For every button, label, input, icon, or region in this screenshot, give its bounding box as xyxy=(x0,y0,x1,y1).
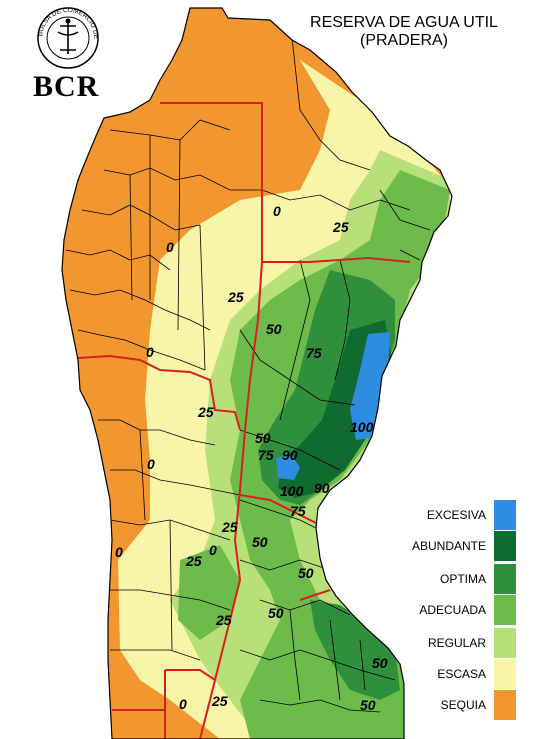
contour-label: 25 xyxy=(332,219,349,235)
legend-label: REGULAR xyxy=(427,636,486,650)
contour-label: 0 xyxy=(273,203,281,219)
province-outline xyxy=(61,7,453,739)
legend-item-abundante: ABUNDANTE xyxy=(400,531,528,561)
legend-label: EXCESIVA xyxy=(426,508,486,522)
legend-label: ABUNDANTE xyxy=(411,539,486,553)
bcr-logo-text: BCR xyxy=(33,70,100,103)
legend-item-sequia: SEQUIA xyxy=(400,690,528,720)
contour-label: 0 xyxy=(209,542,217,558)
contour-label: 50 xyxy=(360,697,376,713)
contour-label: 90 xyxy=(314,480,330,496)
contour-label: 25 xyxy=(197,404,214,420)
contour-label: 75 xyxy=(306,345,322,361)
zone-excesiva xyxy=(350,332,390,440)
zone-excesiva-small xyxy=(276,455,300,480)
contour-label: 25 xyxy=(221,519,238,535)
contour-label: 50 xyxy=(266,321,282,337)
map-title: RESERVA DE AGUA UTIL (PRADERA) xyxy=(284,14,524,50)
contour-label: 0 xyxy=(179,696,187,712)
contour-label: 75 xyxy=(290,503,306,519)
contour-label: 75 xyxy=(258,447,274,463)
contour-label: 50 xyxy=(268,605,284,621)
legend-swatch xyxy=(494,628,516,658)
legend-item-adecuada: ADECUADA xyxy=(400,595,528,625)
contour-label: 25 xyxy=(215,612,232,628)
legend-label: ADECUADA xyxy=(419,603,486,617)
legend-item-regular: REGULAR xyxy=(400,628,528,658)
legend-swatch xyxy=(494,564,516,594)
legend-swatch xyxy=(494,500,516,530)
bcr-logo: BOLSA DE COMERCIO DE ROSARIO xyxy=(27,1,110,106)
zone-adecuada-south xyxy=(178,545,240,640)
department-borders xyxy=(65,19,431,713)
legend-swatch xyxy=(494,690,516,720)
bcr-seal-icon: BOLSA DE COMERCIO DE ROSARIO xyxy=(27,1,99,69)
legend-swatch xyxy=(494,659,516,689)
legend-label: OPTIMA xyxy=(439,572,486,586)
title-line-2: (PRADERA) xyxy=(359,32,448,49)
contour-label: 25 xyxy=(211,693,228,709)
province-borders xyxy=(77,102,411,739)
contour-label: 90 xyxy=(282,447,298,463)
legend-label: ESCASA xyxy=(437,667,486,681)
contour-label: 50 xyxy=(255,430,271,446)
legend-item-optima: OPTIMA xyxy=(400,564,528,594)
contour-label: 25 xyxy=(185,553,202,569)
contour-label: 100 xyxy=(350,419,374,435)
contour-label: 0 xyxy=(146,344,154,360)
contour-label: 0 xyxy=(115,544,123,560)
contour-labels: 0 0 0 0 0 0 0 25 25 25 25 25 25 25 50 50… xyxy=(115,203,388,713)
title-line-1: RESERVA DE AGUA UTIL xyxy=(310,14,498,31)
contour-label: 0 xyxy=(166,239,174,255)
contour-label: 25 xyxy=(227,289,244,305)
legend-item-escasa: ESCASA xyxy=(400,659,528,689)
contour-label: 100 xyxy=(280,483,304,499)
legend-label: SEQUIA xyxy=(440,698,486,712)
contour-label: 50 xyxy=(298,565,314,581)
contour-label: 0 xyxy=(147,456,155,472)
contour-label: 50 xyxy=(252,534,268,550)
legend-swatch xyxy=(494,531,516,561)
legend-swatch xyxy=(494,595,516,625)
legend-item-excesiva: EXCESIVA xyxy=(400,500,528,530)
contour-label: 50 xyxy=(372,655,388,671)
